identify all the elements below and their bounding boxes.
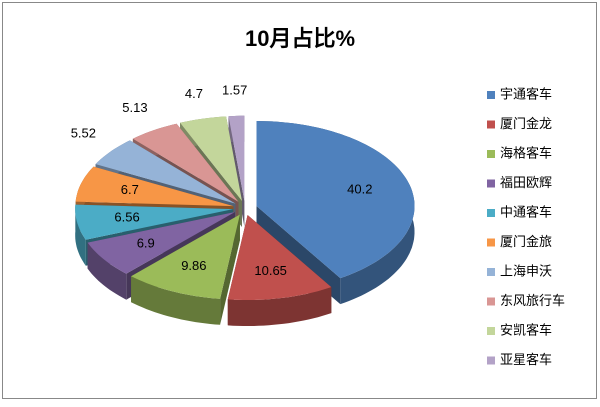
slice-top bbox=[132, 123, 239, 202]
slice-wall bbox=[75, 204, 86, 266]
legend-label: 安凯客车 bbox=[500, 322, 552, 337]
data-label: 4.7 bbox=[185, 86, 203, 101]
slice-top bbox=[87, 212, 235, 274]
slice-top bbox=[256, 121, 415, 279]
slice-wall bbox=[131, 276, 221, 325]
legend-label: 上海申沃 bbox=[500, 263, 552, 278]
slice-top bbox=[131, 214, 240, 299]
legend-label: 中通客车 bbox=[500, 204, 552, 219]
legend-swatch bbox=[487, 120, 495, 129]
legend-swatch bbox=[487, 356, 495, 365]
data-label: 1.57 bbox=[222, 83, 247, 98]
slice-wall bbox=[227, 287, 332, 326]
legend-swatch bbox=[487, 91, 495, 99]
slice-top bbox=[228, 115, 245, 201]
data-label: 6.7 bbox=[121, 182, 139, 197]
data-label: 9.86 bbox=[181, 258, 206, 273]
legend-swatch bbox=[487, 150, 495, 158]
legend-label: 厦门金旅 bbox=[500, 234, 552, 249]
slice bbox=[131, 214, 240, 325]
slice-wall bbox=[87, 242, 127, 300]
legend-swatch bbox=[487, 179, 495, 188]
legend-label: 海格客车 bbox=[500, 145, 552, 160]
legend-swatch bbox=[487, 327, 495, 335]
slice-top bbox=[75, 166, 234, 207]
chart-title: 10月占比% bbox=[245, 26, 355, 51]
legend-label: 厦门金龙 bbox=[500, 116, 552, 131]
data-label: 5.52 bbox=[71, 125, 96, 140]
slice-top bbox=[180, 116, 242, 201]
legend-swatch bbox=[487, 238, 495, 247]
legend-swatch bbox=[487, 297, 495, 306]
slice-top bbox=[95, 140, 236, 204]
legend-label: 亚星客车 bbox=[500, 352, 552, 367]
data-label: 5.13 bbox=[122, 100, 147, 115]
data-label: 6.56 bbox=[114, 210, 139, 225]
legend-label: 福田欧辉 bbox=[500, 175, 552, 190]
legend-label: 宇通客车 bbox=[500, 86, 552, 101]
legend-swatch bbox=[487, 209, 495, 217]
slice bbox=[227, 215, 332, 326]
slice-top bbox=[75, 204, 234, 240]
data-label: 6.9 bbox=[137, 236, 155, 251]
slice-top bbox=[227, 215, 332, 300]
legend-swatch bbox=[487, 268, 495, 276]
data-label: 40.2 bbox=[347, 182, 372, 197]
legend-label: 东风旅行车 bbox=[500, 293, 565, 308]
data-label: 10.65 bbox=[254, 263, 287, 278]
